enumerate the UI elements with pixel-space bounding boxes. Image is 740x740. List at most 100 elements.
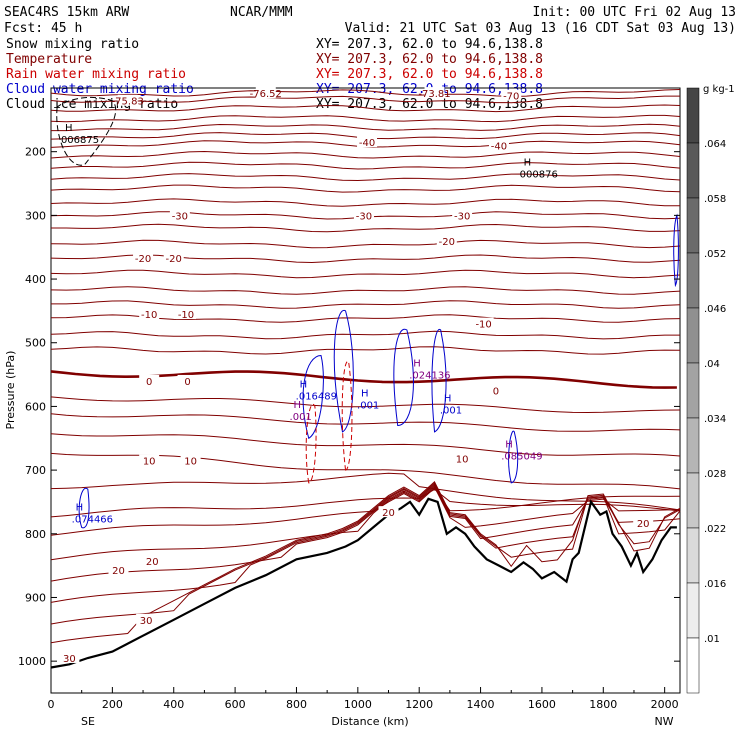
isotherm-label: 10 <box>456 455 469 466</box>
isotherm-label-bg <box>169 209 190 221</box>
rain-water-contour <box>341 361 353 471</box>
maximum-marker: H <box>413 359 421 370</box>
isotherm-label-bg <box>501 89 522 101</box>
maximum-marker: H <box>300 380 308 391</box>
isotherm-label-bg <box>133 252 154 264</box>
isotherm-label-bg <box>177 374 198 386</box>
isotherm-label: -10 <box>141 310 157 321</box>
y-tick-label: 600 <box>25 400 46 413</box>
maximum-marker: H <box>361 389 369 400</box>
isotherm-line <box>50 487 681 536</box>
snow-contour <box>56 96 117 166</box>
y-tick-label: 1000 <box>18 655 46 668</box>
cloud-water-contour <box>508 430 519 484</box>
contour-labels: -76.52 -73.81 -70 -75.83 -40 -40 -30 -30 -30 -20 -… <box>59 87 654 665</box>
isotherm-line <box>50 486 681 561</box>
isotherm-line <box>50 484 681 582</box>
isotherm-label-bg <box>163 252 184 264</box>
isotherm-label: -76.52 <box>250 89 282 100</box>
x-tick-label: 200 <box>102 698 123 711</box>
colorbar-segment <box>686 472 700 529</box>
isotherm-line <box>50 433 681 457</box>
maximum-value-label: .001 <box>357 401 379 412</box>
cloud-water-contour <box>431 329 447 433</box>
isotherm-label-bg <box>452 209 473 221</box>
isotherm-label: 10 <box>143 457 156 468</box>
rain-water-contour <box>305 403 317 484</box>
colorbar-tick-label: .016 <box>704 579 726 590</box>
forecast-hour: Fcst: 45 h <box>4 21 82 36</box>
isotherm-label: 0 <box>184 377 190 388</box>
isotherm-line <box>50 95 680 104</box>
isotherm-label: -30 <box>454 211 470 222</box>
isotherm-line <box>50 330 680 340</box>
maximum-value-label: .074466 <box>72 515 113 526</box>
x-tick-label: 1600 <box>528 698 556 711</box>
isotherm-label: 20 <box>637 519 650 530</box>
y-axis-title: Pressure (hPa) <box>4 351 17 430</box>
colorbar-tick-label: .064 <box>704 139 726 150</box>
legend-xy: XY= 207.3, 62.0 to 94.6,138.8 <box>316 67 543 82</box>
isotherm-line <box>50 480 681 644</box>
colorbar-segment <box>686 417 700 474</box>
isotherm-label: 20 <box>382 508 395 519</box>
legend-label: Cloud water mixing ratio <box>6 82 194 97</box>
isotherm-label: 0 <box>493 387 499 398</box>
isotherm-line <box>50 239 681 249</box>
isotherm-label: -10 <box>475 320 491 331</box>
isotherm-label-bg <box>255 87 276 99</box>
isotherm-label-bg <box>117 94 138 106</box>
isotherm-line <box>50 173 681 182</box>
isotherm-label: 20 <box>112 566 125 577</box>
isotherm-label-bg <box>59 651 80 663</box>
maximum-marker: H <box>505 439 513 450</box>
maximum-value-label: .024136 <box>409 371 450 382</box>
header: SEAC4RS 15km ARW NCAR/MMM Init: 00 UTC F… <box>4 5 736 36</box>
terrain-line <box>50 497 677 669</box>
colorbar-tick-label: .052 <box>704 249 726 260</box>
isotherm-line <box>50 488 681 518</box>
x-tick-label: 0 <box>48 698 55 711</box>
isotherm-line <box>50 346 681 355</box>
isotherm-label-bg <box>176 308 197 320</box>
isotherm-line <box>51 123 681 132</box>
isotherm-line <box>50 198 680 207</box>
x-tick-label: 1800 <box>589 698 617 711</box>
legend-label: Rain water mixing ratio <box>6 67 186 82</box>
x-tick-label: 1400 <box>467 698 495 711</box>
maximum-value-label: .001 <box>290 412 312 423</box>
axes: 0 200 400 600 800 1000 1200 1400 1600 1800 2000200… <box>18 146 696 711</box>
isotherm-label: -30 <box>172 211 188 222</box>
isotherm-label-bg <box>473 317 494 329</box>
legend-label: Snow mixing ratio <box>6 37 139 52</box>
y-tick-label: 400 <box>25 273 46 286</box>
isotherm-label: 30 <box>63 654 76 665</box>
colorbar-tick-label: .028 <box>704 469 726 480</box>
colorbar-tick-label: .022 <box>704 524 726 535</box>
y-tick-label: 300 <box>25 209 46 222</box>
x-tick-label: 400 <box>163 698 184 711</box>
isotherm-label: -20 <box>166 254 182 265</box>
isotherm-label-bg <box>136 613 157 625</box>
isotherm-label-bg <box>142 555 163 567</box>
isotherm-label-bg <box>139 454 160 466</box>
colorbar-segment <box>686 87 700 144</box>
init-time: Init: 00 UTC Fri 02 Aug 13 <box>533 5 737 20</box>
left-end-label: SE <box>81 715 95 728</box>
isotherm-label-bg <box>378 506 399 518</box>
colorbar-tick-label: .046 <box>704 304 726 315</box>
isotherm-label-bg <box>452 452 473 464</box>
x-tick-label: 1200 <box>405 698 433 711</box>
colorbar-segment <box>686 582 700 639</box>
x-tick-label: 1000 <box>344 698 372 711</box>
terrain-surface <box>50 497 677 669</box>
isotherm-label: -40 <box>491 141 507 152</box>
legend-xy: XY= 207.3, 62.0 to 94.6,138.8 <box>316 52 543 67</box>
isotherm-label: -40 <box>359 138 375 149</box>
isotherm-label-bg <box>488 139 509 151</box>
maximum-value-label: 000876 <box>520 169 558 180</box>
isotherm-label-bg <box>139 374 160 386</box>
colorbar-segment <box>686 252 700 309</box>
isotherm-line <box>50 472 681 511</box>
